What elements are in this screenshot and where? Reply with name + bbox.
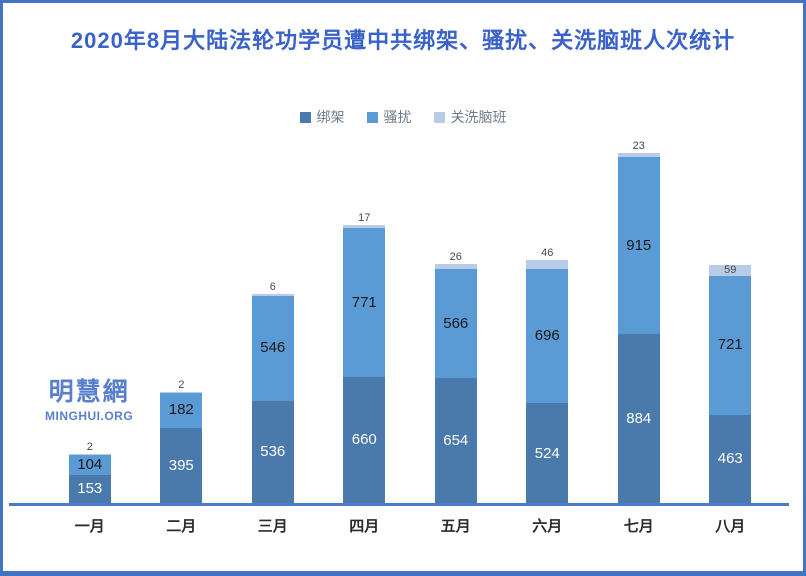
- bar-value-label: 915: [626, 236, 652, 254]
- bar-segment-series-0: [434, 378, 477, 504]
- legend: 绑架 骚扰 关洗脑班: [3, 107, 803, 127]
- x-axis-line: [9, 503, 789, 506]
- legend-swatch-icon: [299, 111, 311, 123]
- watermark-latin-text: MINGHUI.ORG: [45, 408, 134, 423]
- bar-value-label: 524: [534, 444, 560, 462]
- bar-column: 884 915 23: [593, 140, 685, 504]
- bar-value-label: 182: [168, 401, 194, 419]
- legend-swatch-icon: [433, 111, 445, 123]
- bar-value-label: 884: [626, 409, 652, 427]
- bar-column: 654 566 26: [410, 153, 502, 504]
- bar-value-label: 26: [449, 250, 462, 263]
- stacked-bar: 654 566 26: [434, 251, 477, 504]
- legend-swatch-icon: [366, 111, 378, 123]
- bar-value-label: 660: [351, 431, 377, 449]
- bar-segment-series-1: [526, 268, 569, 404]
- bar-segment-series-2: [526, 260, 569, 269]
- x-axis-label: 二月: [166, 518, 197, 535]
- bar-value-label: 654: [443, 432, 469, 450]
- stacked-bar: 660 771 17: [343, 212, 386, 504]
- bar-value-label: 696: [534, 327, 560, 345]
- bar-column: 536 546 6: [227, 153, 319, 504]
- bar-segment-series-0: [617, 333, 660, 504]
- bar-value-label: 721: [717, 336, 743, 354]
- x-axis-label: 六月: [532, 518, 563, 535]
- bar-column: 153 104 2: [44, 153, 136, 504]
- bar-column: 524 696 46: [502, 153, 594, 504]
- bar-value-label: 395: [168, 456, 194, 474]
- bar-value-label: 6: [269, 281, 276, 294]
- bar-value-label: 59: [724, 264, 737, 277]
- bar-segment-series-1: [343, 228, 386, 377]
- legend-item: 关洗脑班: [433, 107, 507, 127]
- bar-segment-series-2: [343, 225, 386, 229]
- bar-segment-series-2: [617, 153, 660, 158]
- bar-value-label: 153: [77, 480, 103, 498]
- x-axis-label: 三月: [257, 518, 288, 535]
- bar-segment-series-0: [68, 474, 111, 504]
- bar-value-label: 46: [541, 247, 554, 260]
- bar-value-label: 566: [443, 314, 469, 332]
- x-axis-label: 八月: [715, 518, 746, 535]
- legend-label: 骚扰: [383, 109, 412, 125]
- bar-segment-series-0: [343, 376, 386, 504]
- bar-segment-series-0: [251, 400, 294, 504]
- bar-segment-series-2: [251, 294, 294, 296]
- bar-segment-series-1: [434, 268, 477, 379]
- bar-value-label: 536: [260, 443, 286, 461]
- bar-segment-series-0: [526, 403, 569, 504]
- bar-value-label: 2: [86, 441, 93, 454]
- bar-value-label: 463: [717, 450, 743, 468]
- bar-column: 395 182 2: [136, 153, 228, 504]
- legend-item: 骚扰: [366, 107, 412, 127]
- bar-value-label: 546: [260, 339, 286, 357]
- stacked-bar: 524 696 46: [526, 247, 569, 504]
- x-axis-label: 四月: [349, 518, 380, 535]
- x-axis-label: 一月: [74, 518, 105, 535]
- bar-column: 463 721 59: [685, 153, 777, 504]
- stacked-bar: 536 546 6: [251, 281, 294, 504]
- watermark-cjk-text: 明慧網: [48, 378, 130, 406]
- x-axis-label: 五月: [440, 518, 471, 535]
- bar-column: 660 771 17: [319, 153, 411, 504]
- stacked-bar: 153 104 2: [68, 441, 111, 504]
- bar-segment-series-1: [68, 454, 111, 475]
- bar-segment-series-2: [434, 263, 477, 269]
- bar-segment-series-0: [709, 414, 752, 504]
- plot-area: 153 104 2 395 182 2 536 546 6 660 771 17 654 566 26 524…: [44, 140, 777, 504]
- bar-segment-series-0: [160, 427, 203, 504]
- legend-item: 绑架: [299, 107, 345, 127]
- legend-label: 绑架: [316, 109, 345, 125]
- bar-value-label: 23: [632, 140, 645, 152]
- bar-segment-series-1: [160, 392, 203, 428]
- legend-label: 关洗脑班: [450, 109, 507, 125]
- stacked-bar: 395 182 2: [160, 379, 203, 504]
- bar-value-label: 2: [178, 379, 185, 392]
- x-axis-labels: 一月 二月 三月 四月 五月 六月 七月 八月: [44, 515, 776, 536]
- bar-value-label: 17: [358, 212, 371, 225]
- minghui-watermark: 明慧網 MINGHUI.ORG: [45, 378, 134, 423]
- bar-value-label: 771: [351, 293, 377, 311]
- bar-segment-series-1: [617, 157, 660, 334]
- bar-segment-series-1: [251, 295, 294, 401]
- bar-segment-series-1: [709, 275, 752, 415]
- stacked-bar: 884 915 23: [617, 140, 660, 504]
- x-axis-label: 七月: [623, 518, 654, 535]
- stacked-bar: 463 721 59: [709, 264, 752, 504]
- bar-value-label: 104: [77, 455, 103, 473]
- bar-segment-series-2: [709, 264, 752, 276]
- chart-title: 2020年8月大陆法轮功学员遭中共绑架、骚扰、关洗脑班人次统计: [70, 28, 736, 53]
